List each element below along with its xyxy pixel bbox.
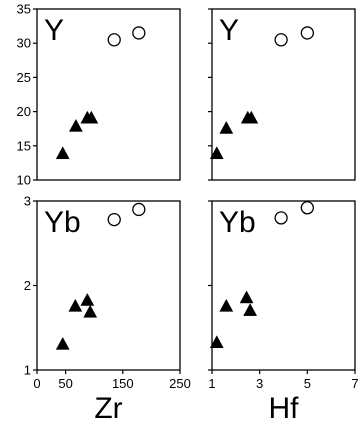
circle-point bbox=[107, 33, 121, 47]
x-axis-title: Zr bbox=[94, 392, 122, 425]
x-tick-label: 50 bbox=[58, 376, 72, 391]
triangle-point bbox=[80, 292, 95, 306]
x-tick-label: 3 bbox=[256, 376, 263, 391]
x-axis-title: Hf bbox=[269, 392, 300, 425]
circle-point bbox=[300, 201, 314, 215]
x-tick-label: 5 bbox=[304, 376, 311, 391]
triangle-point bbox=[55, 336, 70, 350]
x-tick-label: 7 bbox=[351, 376, 358, 391]
y-tick-label: 35 bbox=[17, 2, 31, 17]
y-tick-label: 20 bbox=[17, 104, 31, 119]
panel-label: Y bbox=[44, 14, 64, 47]
circle-point bbox=[107, 212, 121, 227]
triangle-point bbox=[68, 298, 83, 312]
y-tick-label: 15 bbox=[17, 138, 31, 153]
scatter-panel-3: 1 2 3 Yb bbox=[24, 194, 181, 378]
scatter-panel-1: 10 15 20 25 30 35 Y bbox=[17, 2, 181, 188]
panel-label: Y bbox=[219, 14, 239, 47]
y-tick-label: 30 bbox=[17, 36, 31, 51]
triangle-point bbox=[219, 298, 234, 312]
triangle-point bbox=[209, 146, 224, 160]
circle-point bbox=[132, 26, 146, 40]
x-tick-label: 1 bbox=[208, 376, 215, 391]
panel-label: Yb bbox=[44, 206, 81, 239]
plot-frame bbox=[211, 8, 356, 181]
triangle-point bbox=[239, 290, 254, 304]
y-tick-label: 1 bbox=[24, 363, 31, 378]
x-tick-label: 150 bbox=[112, 376, 134, 391]
x-tick-label: 250 bbox=[169, 376, 191, 391]
panel-label: Yb bbox=[219, 206, 256, 239]
triangle-point bbox=[84, 110, 99, 124]
triangle-point bbox=[209, 335, 224, 349]
y-tick-label: 25 bbox=[17, 70, 31, 85]
plot-frame bbox=[36, 8, 181, 181]
y-tick-label: 10 bbox=[17, 173, 31, 188]
y-tick-label: 2 bbox=[24, 278, 31, 293]
circle-point bbox=[274, 33, 288, 47]
circle-point bbox=[132, 202, 146, 217]
circle-point bbox=[274, 211, 288, 225]
x-tick-label: 0 bbox=[33, 376, 40, 391]
triangle-point bbox=[68, 118, 83, 132]
x-axis-hf: 1 3 5 7 Hf bbox=[208, 370, 359, 425]
circle-point bbox=[300, 26, 314, 40]
triangle-point bbox=[244, 110, 259, 124]
triangle-point bbox=[243, 303, 258, 316]
triangle-point bbox=[219, 120, 234, 134]
x-axis-zr: 0 50 150 250 Zr bbox=[33, 370, 191, 425]
scatter-panel-4: Yb bbox=[208, 200, 356, 371]
triangle-point bbox=[83, 304, 98, 318]
scatter-panel-2: Y bbox=[208, 8, 356, 181]
triangle-point bbox=[55, 146, 70, 160]
y-tick-label: 3 bbox=[24, 194, 31, 209]
